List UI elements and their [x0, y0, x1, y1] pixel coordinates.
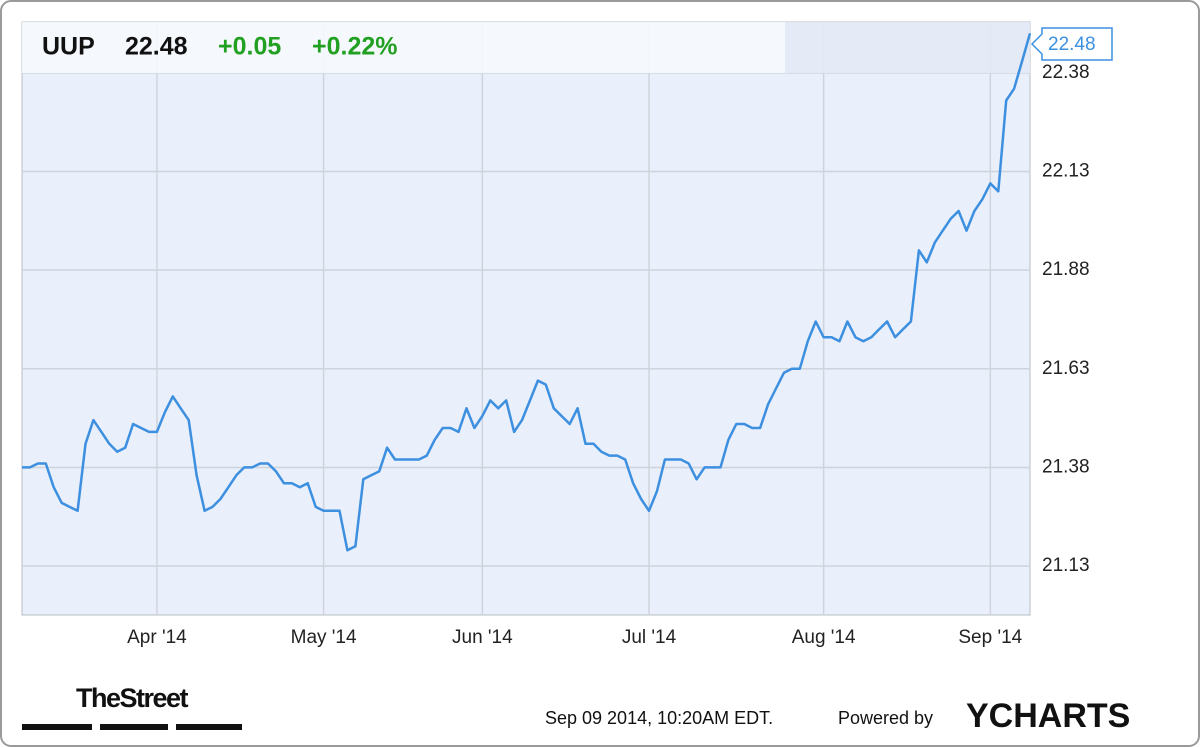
y-tick-label: 21.38: [1042, 456, 1090, 477]
brand-bar: [176, 724, 242, 730]
brand-bar: [22, 724, 92, 730]
change: +0.05: [218, 33, 281, 61]
ticker: UUP: [42, 33, 95, 61]
plot-area: [21, 21, 1031, 616]
y-tick-label: 21.63: [1042, 358, 1090, 379]
header-band: [22, 22, 785, 73]
brand-bar: [100, 724, 168, 730]
x-tick-label: Jul '14: [622, 627, 677, 648]
y-tick-label: 22.13: [1042, 161, 1090, 182]
x-tick-label: Aug '14: [792, 627, 856, 648]
brand: TheStreet: [76, 683, 189, 713]
header-band-right: [785, 22, 1030, 73]
provider: YCHARTS: [966, 697, 1130, 735]
grid: [22, 22, 1030, 615]
x-tick-label: Jun '14: [452, 627, 513, 648]
price-line: [22, 33, 1032, 552]
change-pct: +0.22%: [312, 33, 398, 61]
last-callout: [1030, 27, 1113, 61]
timestamp: Sep 09 2014, 10:20AM EDT.: [545, 708, 773, 728]
price: 22.48: [125, 33, 188, 61]
x-tick-label: Sep '14: [958, 627, 1022, 648]
y-tick-label: 21.13: [1042, 555, 1090, 576]
x-tick-label: Apr '14: [127, 627, 187, 648]
last-label: 22.48: [1048, 34, 1096, 55]
marks: [22, 33, 1032, 552]
x-tick-label: May '14: [291, 627, 357, 648]
powered-by: Powered by: [838, 708, 933, 728]
y-tick-label: 22.38: [1042, 62, 1090, 83]
y-tick-label: 21.88: [1042, 259, 1090, 280]
